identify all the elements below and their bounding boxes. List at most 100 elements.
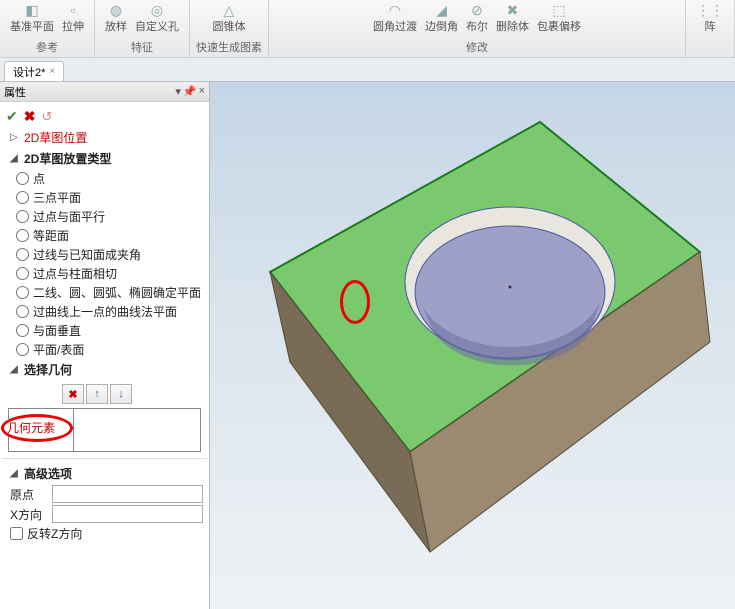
wrap-icon: ⬚ [552, 2, 565, 18]
geom-remove-button[interactable]: ✖ [62, 384, 84, 404]
geom-up-button[interactable]: ↑ [86, 384, 108, 404]
placement-radio[interactable] [16, 172, 29, 185]
ribbon-btn-delete-body[interactable]: ✖删除体 [492, 0, 533, 36]
ribbon-btn-cone[interactable]: △圆锥体 [209, 0, 250, 36]
origin-input[interactable] [52, 485, 203, 503]
ribbon-group-label [708, 40, 711, 55]
cone-icon: △ [224, 2, 235, 18]
origin-row: 原点 [2, 484, 207, 504]
main-area: 属性 ▾ 📌 × ✔ ✖ ↺ ▷ 2D草图位置 ◢ 2D草图放置类型 点三点平面… [0, 82, 735, 609]
boolean-icon: ⊘ [471, 2, 483, 18]
cancel-button[interactable]: ✖ [24, 108, 36, 125]
tab-design2[interactable]: 设计2* × [4, 61, 64, 81]
ribbon-group-modify: ◠圆角过渡 ◢边倒角 ⊘布尔 ✖删除体 ⬚包裹偏移 修改 [269, 0, 686, 57]
panel-body: ✔ ✖ ↺ ▷ 2D草图位置 ◢ 2D草图放置类型 点三点平面过点与面平行等距面… [0, 102, 209, 609]
panel-pin-icon[interactable]: 📌 [183, 85, 197, 98]
tree-select-geom[interactable]: ◢ 选择几何 [2, 359, 207, 380]
tree-advanced[interactable]: ◢ 高级选项 [2, 458, 207, 484]
geom-controls: ✖ ↑ ↓ [2, 380, 207, 408]
placement-radio-row: 平面/表面 [2, 340, 207, 359]
geom-down-button[interactable]: ↓ [110, 384, 132, 404]
placement-radio-label: 过线与已知面成夹角 [33, 246, 141, 263]
placement-radio[interactable] [16, 305, 29, 318]
placement-radio-row: 过点与柱面相切 [2, 264, 207, 283]
placement-radio[interactable] [16, 210, 29, 223]
placement-radio-label: 等距面 [33, 227, 69, 244]
loop-button[interactable]: ↺ [41, 109, 52, 125]
placement-radio[interactable] [16, 324, 29, 337]
placement-radio[interactable] [16, 343, 29, 356]
panel-dropdown-icon[interactable]: ▾ [175, 85, 181, 98]
placement-radio-row: 与面垂直 [2, 321, 207, 340]
placement-radio-row: 过点与面平行 [2, 207, 207, 226]
placement-radio-label: 过点与面平行 [33, 208, 105, 225]
expander-icon[interactable]: ◢ [10, 364, 20, 375]
ribbon-group-label: 修改 [466, 38, 488, 57]
ribbon-btn-boolean[interactable]: ⊘布尔 [462, 0, 492, 36]
ribbon-group-array: ⋮⋮阵 [686, 0, 735, 57]
ribbon-group-label: 快速生成图素 [196, 38, 262, 57]
geom-element-label: 几何元素 [5, 419, 57, 436]
xdir-label: X方向 [10, 506, 52, 523]
placement-radio-label: 与面垂直 [33, 322, 81, 339]
placement-radio-label: 过点与柱面相切 [33, 265, 117, 282]
tree-placement-type[interactable]: ◢ 2D草图放置类型 [2, 148, 207, 169]
placement-radio-row: 过曲线上一点的曲线法平面 [2, 302, 207, 321]
ribbon-btn-custom-hole[interactable]: ◎自定义孔 [131, 0, 183, 36]
fillet-icon: ◠ [389, 2, 401, 18]
extrude-icon: ▫ [71, 2, 76, 18]
placement-radio-row: 二线、圆、圆弧、椭圆确定平面 [2, 283, 207, 302]
ribbon-btn-loft[interactable]: ◍放样 [101, 0, 131, 36]
chamfer-icon: ◢ [436, 2, 447, 18]
ribbon-btn-datum-plane[interactable]: ◧基准平面 [6, 0, 58, 36]
xdir-input[interactable] [52, 505, 203, 523]
delete-icon: ✖ [507, 2, 519, 18]
geom-element-box[interactable]: 几何元素 [8, 408, 201, 452]
expander-icon[interactable]: ▷ [10, 132, 20, 143]
placement-radio-row: 三点平面 [2, 188, 207, 207]
array-icon: ⋮⋮ [696, 2, 724, 18]
placement-radio-label: 点 [33, 170, 45, 187]
placement-radio[interactable] [16, 248, 29, 261]
expander-icon[interactable]: ◢ [10, 153, 20, 164]
panel-close-icon[interactable]: × [199, 85, 205, 98]
3d-viewport[interactable] [210, 82, 735, 609]
tab-title: 设计2* [13, 64, 45, 80]
placement-radio-row: 点 [2, 169, 207, 188]
origin-label: 原点 [10, 486, 52, 503]
panel-header: 属性 ▾ 📌 × [0, 82, 209, 102]
ribbon-group-quick: △圆锥体 快速生成图素 [190, 0, 269, 57]
placement-radio-label: 二线、圆、圆弧、椭圆确定平面 [33, 284, 201, 301]
ribbon-group-feature: ◍放样 ◎自定义孔 特征 [95, 0, 190, 57]
tab-close-icon[interactable]: × [49, 66, 55, 77]
ribbon-group-label: 特征 [131, 38, 153, 57]
ok-button[interactable]: ✔ [6, 108, 18, 125]
placement-radio[interactable] [16, 286, 29, 299]
tree-sketch-position[interactable]: ▷ 2D草图位置 [2, 127, 207, 148]
ribbon-btn-array[interactable]: ⋮⋮阵 [692, 0, 728, 36]
model-svg [210, 82, 735, 609]
reverse-z-row: 反转Z方向 [2, 524, 207, 543]
loft-icon: ◍ [110, 2, 122, 18]
placement-radio[interactable] [16, 191, 29, 204]
expander-icon[interactable]: ◢ [10, 468, 20, 479]
placement-radio-label: 过曲线上一点的曲线法平面 [33, 303, 177, 320]
ribbon-btn-extrude[interactable]: ▫拉伸 [58, 0, 88, 36]
ribbon-btn-fillet[interactable]: ◠圆角过渡 [369, 0, 421, 36]
ribbon-btn-wrap-offset[interactable]: ⬚包裹偏移 [533, 0, 585, 36]
properties-panel: 属性 ▾ 📌 × ✔ ✖ ↺ ▷ 2D草图位置 ◢ 2D草图放置类型 点三点平面… [0, 82, 210, 609]
ribbon: ◧基准平面 ▫拉伸 参考 ◍放样 ◎自定义孔 特征 △圆锥体 快速生成图素 ◠圆… [0, 0, 735, 58]
placement-radio-row: 等距面 [2, 226, 207, 245]
document-tabbar: 设计2* × [0, 58, 735, 82]
placement-radio-row: 过线与已知面成夹角 [2, 245, 207, 264]
reverse-z-checkbox[interactable] [10, 527, 23, 540]
datum-icon: ◧ [25, 2, 38, 18]
ribbon-group-label: 参考 [36, 38, 58, 57]
placement-radio[interactable] [16, 229, 29, 242]
reverse-z-label: 反转Z方向 [27, 525, 82, 542]
placement-radio[interactable] [16, 267, 29, 280]
action-row: ✔ ✖ ↺ [2, 106, 207, 127]
placement-radio-label: 三点平面 [33, 189, 81, 206]
ribbon-btn-chamfer[interactable]: ◢边倒角 [421, 0, 462, 36]
geom-input-area[interactable] [73, 409, 200, 451]
